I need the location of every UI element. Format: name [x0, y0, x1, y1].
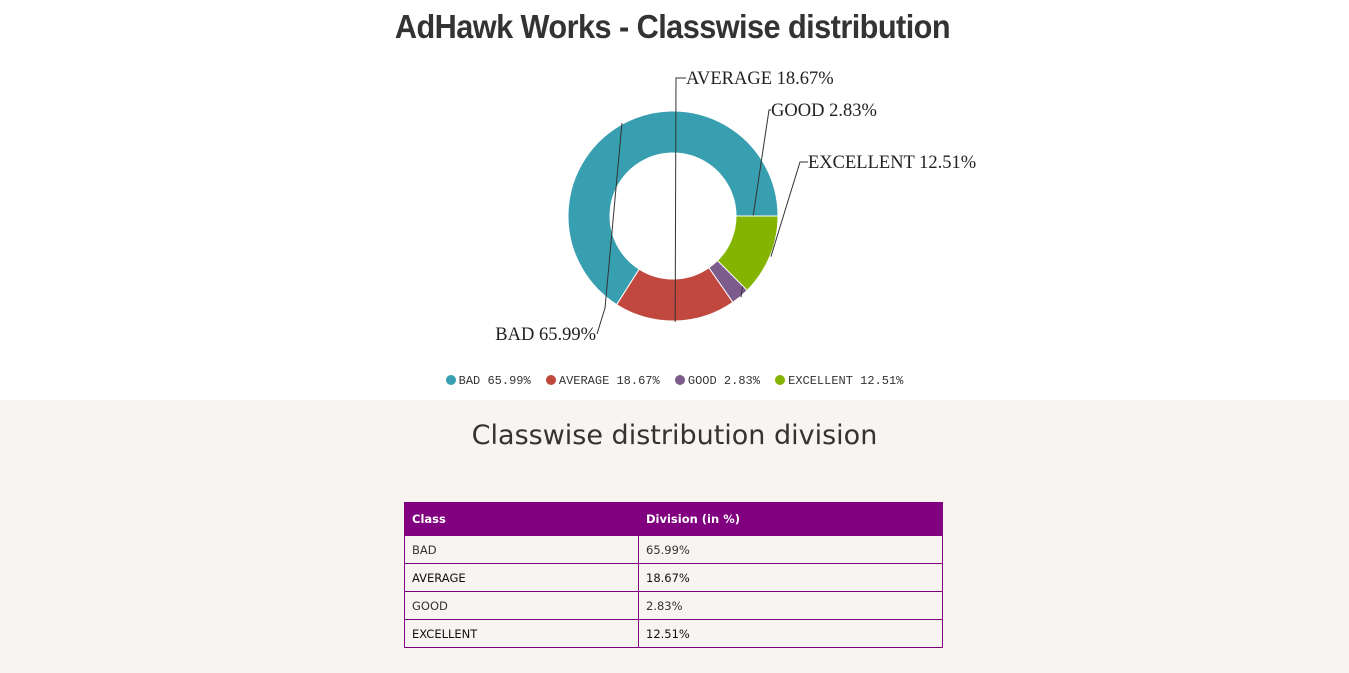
column-header-division: Division (in %): [638, 502, 943, 536]
legend-marker-good: [674, 375, 685, 385]
chart-title: AdHawk Works - Classwise distribution: [394, 8, 951, 45]
legend-marker-bad: [445, 375, 456, 385]
column-header-class: Class: [404, 502, 639, 536]
distribution-table: Class Division (in %) BAD 65.99% AVERAGE…: [404, 502, 943, 648]
distribution-section: Classwise distribution division Class Di…: [0, 400, 1349, 673]
chart-area: AdHawk Works - Classwise distribution BA…: [0, 8, 1349, 388]
table-row: BAD 65.99%: [404, 535, 943, 564]
class-cell: EXCELLENT: [404, 619, 639, 648]
legend-label-excellent: EXCELLENT 12.51%: [788, 374, 904, 388]
legend-item-good[interactable]: GOOD 2.83%: [674, 374, 760, 388]
leader-line-bad: [596, 123, 623, 335]
legend-item-bad[interactable]: BAD 65.99%: [445, 374, 531, 388]
donut-chart: BAD 65.99% AVERAGE 18.67% GOOD 2.83% EXCELL…: [495, 69, 976, 345]
division-cell: 18.67%: [638, 563, 943, 592]
class-cell: GOOD: [404, 591, 639, 620]
table-row: EXCELLENT 12.51%: [404, 619, 943, 648]
data-label-excellent: EXCELLENT 12.51%: [808, 153, 976, 173]
chart-legend: BAD 65.99% AVERAGE 18.67% GOOD 2.83% EXC…: [0, 374, 1349, 388]
slice-excellent[interactable]: [716, 215, 779, 292]
legend-label-good: GOOD 2.83%: [687, 374, 760, 388]
data-label-bad: BAD 65.99%: [495, 325, 596, 345]
leader-line-average: [674, 77, 686, 322]
division-cell: 2.83%: [638, 591, 943, 620]
legend-item-average[interactable]: AVERAGE 18.67%: [545, 374, 660, 388]
table-row: GOOD 2.83%: [404, 591, 943, 620]
data-label-good: GOOD 2.83%: [771, 101, 877, 121]
table-header-row: Class Division (in %): [404, 502, 943, 536]
legend-item-excellent[interactable]: EXCELLENT 12.51%: [775, 374, 903, 388]
division-cell: 12.51%: [638, 619, 943, 648]
leader-line-excellent: [770, 161, 808, 257]
division-cell: 65.99%: [638, 535, 943, 564]
legend-marker-average: [545, 375, 556, 385]
class-cell: AVERAGE: [404, 563, 639, 592]
slice-bad[interactable]: [567, 110, 779, 306]
table-row: AVERAGE 18.67%: [404, 563, 943, 592]
class-cell: BAD: [404, 535, 639, 564]
data-label-average: AVERAGE 18.67%: [686, 69, 834, 89]
legend-label-bad: BAD 65.99%: [458, 374, 531, 388]
section-heading: Classwise distribution division: [471, 420, 878, 451]
legend-marker-excellent: [775, 375, 786, 385]
legend-label-average: AVERAGE 18.67%: [558, 374, 660, 388]
